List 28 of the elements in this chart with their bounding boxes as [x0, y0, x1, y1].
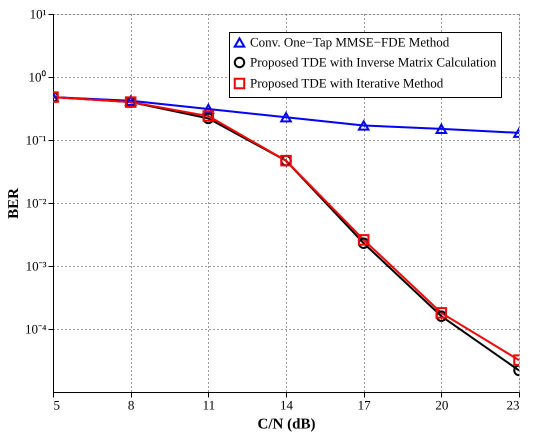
x-axis-title: C/N (dB)	[258, 416, 316, 432]
point	[358, 120, 370, 131]
y-tick-label: 10⁻¹	[26, 132, 47, 148]
point	[436, 124, 448, 134]
x-tick-label: 14	[280, 398, 294, 412]
point	[358, 234, 370, 246]
point	[358, 237, 370, 249]
y-tick-label: 10⁻⁴	[24, 322, 47, 336]
point	[202, 110, 214, 122]
x-tick-label: 5	[54, 398, 60, 412]
legend-label: Proposed TDE with Iterative Method	[250, 76, 444, 90]
point	[436, 307, 448, 319]
x-tick-label: 17	[358, 398, 372, 412]
point	[202, 112, 214, 124]
point	[280, 112, 292, 122]
point	[202, 104, 214, 114]
y-axis-title: BER	[6, 188, 22, 219]
legend-label: Conv. One−Tap MMSE−FDE Method	[250, 34, 450, 50]
y-tick-label: 10⁰	[28, 70, 46, 84]
x-tick-label: 20	[435, 398, 448, 412]
y-tick-label: 10⁻²	[26, 196, 47, 210]
point	[436, 310, 448, 322]
legend-label: Proposed TDE with Inverse Matrix Calculation	[250, 54, 497, 70]
y-tick-label: 10⁻³	[26, 258, 47, 274]
x-tick-label: 8	[128, 398, 134, 412]
x-tick-label: 11	[202, 398, 216, 412]
x-tick-label: 23	[506, 398, 520, 412]
y-tick-label: 10¹	[30, 6, 47, 22]
